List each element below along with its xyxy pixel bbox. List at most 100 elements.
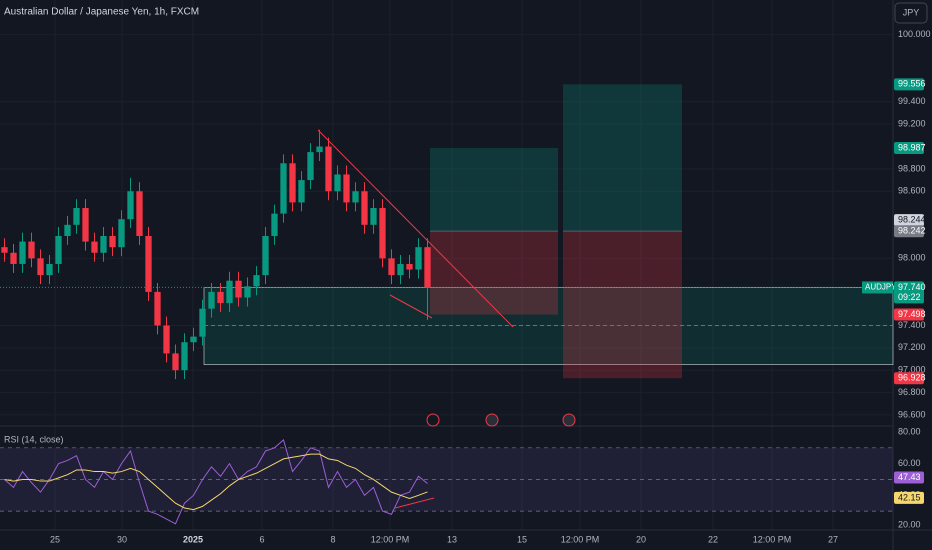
x-tick-label: 6 bbox=[259, 534, 264, 544]
symbol-badge bbox=[862, 281, 893, 294]
candle-body bbox=[55, 235, 62, 264]
rsi-badge-label: 42.15 bbox=[898, 492, 921, 502]
price-badge-label: 98.987 bbox=[898, 142, 926, 152]
rsi-band bbox=[0, 447, 893, 512]
y-tick-label: 100.000 bbox=[898, 29, 931, 39]
candle-body bbox=[28, 241, 35, 259]
price-badge-label: 97.498 bbox=[898, 309, 926, 319]
x-tick-label: 12:00 PM bbox=[371, 534, 410, 544]
y-tick-label: 99.200 bbox=[898, 119, 926, 129]
x-tick-label: 13 bbox=[447, 534, 457, 544]
candle-body bbox=[109, 235, 116, 248]
x-tick-label: 2025 bbox=[183, 534, 203, 544]
candle-body bbox=[307, 152, 314, 181]
candle-body bbox=[280, 163, 287, 214]
y-tick-label: 96.800 bbox=[898, 387, 926, 397]
candle-body bbox=[46, 263, 53, 276]
candle-body bbox=[100, 235, 107, 253]
y-tick-label: 99.400 bbox=[898, 96, 926, 106]
rsi-badge bbox=[894, 471, 924, 484]
rsi-title: RSI (14, close) bbox=[4, 434, 64, 444]
candle-body bbox=[334, 174, 341, 192]
price-badge-label: 96.928 bbox=[898, 373, 926, 383]
x-tick-label: 12:00 PM bbox=[561, 534, 600, 544]
candle-body bbox=[316, 146, 323, 153]
rsi-badge bbox=[894, 491, 924, 504]
candle-body bbox=[325, 146, 332, 192]
candle-body bbox=[73, 208, 80, 225]
candle-body bbox=[379, 208, 386, 259]
chart-title: Australian Dollar / Japanese Yen, 1h, FX… bbox=[4, 7, 199, 18]
price-badge bbox=[894, 214, 924, 227]
candle-body bbox=[424, 247, 431, 288]
y-tick-label: 97.200 bbox=[898, 342, 926, 352]
x-tick-label: 15 bbox=[517, 534, 527, 544]
candle-body bbox=[262, 235, 269, 276]
rsi-divergence bbox=[394, 497, 435, 509]
candle-body bbox=[235, 280, 242, 298]
countdown: 09:22 bbox=[898, 292, 921, 302]
loss-zone bbox=[563, 231, 682, 379]
rsi-tick-label: 60.00 bbox=[898, 458, 921, 468]
candle-body bbox=[415, 247, 422, 270]
candle-body bbox=[226, 280, 233, 304]
x-tick-label: 20 bbox=[636, 534, 646, 544]
candle-body bbox=[244, 286, 251, 298]
y-tick-label: 98.000 bbox=[898, 253, 926, 263]
rsi-line bbox=[4, 438, 428, 525]
trend-line bbox=[389, 294, 433, 319]
candle-body bbox=[370, 208, 377, 225]
candle-body bbox=[1, 247, 8, 253]
candle-body bbox=[136, 191, 143, 236]
x-tick-label: 27 bbox=[828, 534, 838, 544]
y-tick-label: 98.800 bbox=[898, 163, 926, 173]
y-tick-label: 96.600 bbox=[898, 409, 926, 419]
candle-body bbox=[388, 258, 395, 276]
price-badge bbox=[894, 308, 924, 321]
event-icon[interactable] bbox=[562, 413, 576, 427]
candle-body bbox=[190, 336, 197, 343]
currency-label[interactable]: JPY bbox=[903, 7, 920, 17]
candle-body bbox=[91, 241, 98, 253]
x-tick-label: 22 bbox=[708, 534, 718, 544]
x-tick-label: 30 bbox=[117, 534, 127, 544]
zone bbox=[203, 287, 894, 365]
candle-body bbox=[199, 308, 206, 337]
candle-body bbox=[343, 174, 350, 203]
x-tick-label: 12:00 PM bbox=[753, 534, 792, 544]
price-badge-label: 98.242 bbox=[898, 226, 926, 236]
price-badge bbox=[894, 225, 924, 238]
candle-body bbox=[37, 258, 44, 276]
candle-body bbox=[172, 353, 179, 371]
rsi-tick-label: 20.00 bbox=[898, 519, 921, 529]
candle-body bbox=[406, 263, 413, 270]
y-tick-label: 97.400 bbox=[898, 320, 926, 330]
candle-body bbox=[352, 191, 359, 203]
price-badge-label: 99.556 bbox=[898, 79, 926, 89]
candle-body bbox=[289, 163, 296, 203]
candle-body bbox=[271, 213, 278, 236]
candle-body bbox=[217, 291, 224, 304]
rsi-badge-label: 47.43 bbox=[898, 472, 921, 482]
candle-body bbox=[181, 342, 188, 371]
price-badge bbox=[894, 372, 924, 385]
price-badge-label: 97.740 bbox=[898, 282, 926, 292]
loss-zone bbox=[430, 231, 558, 315]
currency-button[interactable] bbox=[894, 2, 928, 24]
candle-body bbox=[145, 235, 152, 292]
candle-body bbox=[361, 191, 368, 225]
candle-body bbox=[82, 208, 89, 242]
event-icon[interactable] bbox=[426, 413, 440, 427]
x-tick-label: 8 bbox=[330, 534, 335, 544]
trend-line bbox=[317, 129, 514, 328]
price-badge bbox=[894, 141, 924, 154]
rsi-tick-label: 80.00 bbox=[898, 426, 921, 436]
candle-body bbox=[397, 263, 404, 276]
event-icon[interactable] bbox=[485, 413, 499, 427]
candle-body bbox=[208, 291, 215, 309]
price-badge bbox=[894, 78, 924, 91]
candle-body bbox=[10, 252, 17, 264]
candle-body bbox=[154, 291, 161, 326]
